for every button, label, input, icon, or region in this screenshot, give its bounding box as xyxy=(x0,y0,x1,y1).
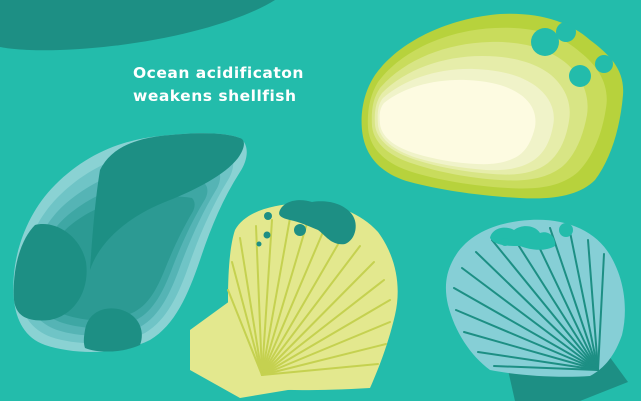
headline-line-1: Ocean acidificaton xyxy=(133,64,304,82)
blue-oyster-shell-icon xyxy=(13,133,247,352)
headline-line-2: weakens shellfish xyxy=(133,87,297,105)
yellow-scallop-shell-icon xyxy=(190,200,398,398)
blue-scallop-shell-icon xyxy=(445,219,628,401)
headline: Ocean acidificaton weakens shellfish xyxy=(133,62,304,108)
corner-arc xyxy=(0,0,275,51)
green-oyster-shell-icon xyxy=(361,13,624,199)
